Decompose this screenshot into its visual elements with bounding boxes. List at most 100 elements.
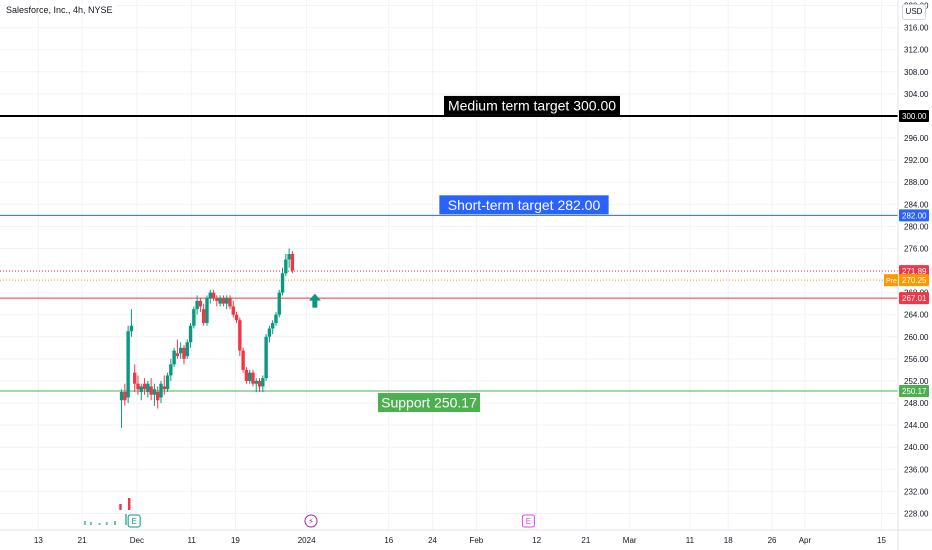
price-axis[interactable]: 228.00 232.00 236.00 240.00 244.00 248.00 252.… xyxy=(884,0,929,550)
price-line-axis-label: 270.25 xyxy=(902,276,927,285)
level-axis-label-bg xyxy=(899,385,929,398)
candle-body xyxy=(215,298,219,301)
symbol-title: Salesforce, Inc., 4h, NYSE xyxy=(6,5,116,15)
time-tick-label: Dec xyxy=(130,536,144,545)
time-tick-label: Feb xyxy=(469,536,483,545)
candle-body xyxy=(169,364,173,376)
level-annotation-bg xyxy=(444,95,620,115)
candle-body xyxy=(149,386,153,395)
time-tick-label: 16 xyxy=(384,536,393,545)
time-tick-label: 21 xyxy=(78,536,87,545)
time-axis[interactable]: 13 21 Dec 11 19 2024 16 24 Feb 12 21 Mar 11 18 26 Apr 15 xyxy=(0,529,932,545)
earnings-event-icon xyxy=(127,514,141,528)
price-line-axis-label-bg xyxy=(899,265,929,278)
candle-body xyxy=(277,292,281,315)
time-tick-label: 12 xyxy=(532,536,541,545)
candle-body xyxy=(284,259,288,274)
time-tick-label: 26 xyxy=(768,536,777,545)
time-tick-label: 21 xyxy=(581,536,590,545)
candle-body xyxy=(228,298,232,307)
candle-body xyxy=(270,322,275,329)
price-tick-label: 228.00 xyxy=(904,509,929,518)
price-tick-label: 244.00 xyxy=(904,421,929,430)
price-tick-label: 276.00 xyxy=(904,244,929,253)
candle-body xyxy=(264,336,268,379)
level-axis-label: 282.00 xyxy=(902,211,927,220)
price-tick-label: 308.00 xyxy=(904,68,929,77)
price-tick-label: 296.00 xyxy=(904,134,929,143)
resistance-axis-label-bg xyxy=(899,292,929,305)
earnings-event-glyph: E xyxy=(131,517,136,526)
chart-grid xyxy=(0,0,898,530)
candle-body xyxy=(221,298,226,304)
candle-body xyxy=(182,347,186,359)
price-tick-label: 280.00 xyxy=(904,222,929,231)
candle-body xyxy=(162,386,166,390)
time-tick-label: 19 xyxy=(231,536,240,545)
price-tick-label: 264.00 xyxy=(904,311,929,320)
candle-body xyxy=(290,253,295,271)
candle-body xyxy=(175,353,180,357)
earnings-event-icon xyxy=(521,514,535,528)
volume-bar xyxy=(128,498,131,510)
candle-body xyxy=(287,253,291,260)
candle-body xyxy=(192,309,196,326)
candle-body xyxy=(267,328,272,337)
candle-body xyxy=(146,383,150,392)
price-tick-label: 256.00 xyxy=(904,355,929,364)
price-tick-label: 260.00 xyxy=(904,333,929,342)
level-axis-label: 300.00 xyxy=(902,112,927,121)
price-tick-label: 236.00 xyxy=(904,465,929,474)
price-tick-label: 292.00 xyxy=(904,156,929,165)
volume-bar xyxy=(89,522,92,525)
candle-body xyxy=(211,292,216,299)
candle-body xyxy=(208,292,212,299)
candle-body xyxy=(139,386,143,392)
candle-body xyxy=(280,273,285,293)
candle-body xyxy=(129,325,134,332)
session-tag-bg xyxy=(884,274,898,287)
candlestick-series xyxy=(119,248,295,428)
volume-bar xyxy=(83,521,86,525)
candle-body xyxy=(201,309,206,323)
candle-body xyxy=(142,383,147,390)
level-lines xyxy=(0,114,898,392)
candle-body xyxy=(231,306,235,315)
candle-body xyxy=(261,378,265,387)
time-tick-label: 18 xyxy=(724,536,733,545)
candle-body xyxy=(155,391,160,401)
candle-body xyxy=(205,298,209,323)
level-annotation-label: Short-term target 282.00 xyxy=(448,197,601,213)
time-tick-label: Mar xyxy=(623,536,637,545)
price-tick-label: 240.00 xyxy=(904,443,929,452)
candle-body xyxy=(241,350,245,370)
price-tick-label: 284.00 xyxy=(904,200,929,209)
candle-body xyxy=(244,369,249,381)
candle-body xyxy=(238,320,242,351)
price-tick-label: 248.00 xyxy=(904,399,929,408)
level-axis-label: 250.17 xyxy=(902,387,927,396)
resistance-axis-label: 267.01 xyxy=(902,294,927,303)
volume-bar xyxy=(98,523,101,525)
price-line-axis-label: 271.89 xyxy=(902,267,927,276)
price-tick-label: 232.00 xyxy=(904,487,929,496)
candle-body xyxy=(123,391,127,401)
time-tick-label: Apr xyxy=(799,536,812,545)
candle-body xyxy=(218,298,222,304)
level-annotation-label: Medium term target 300.00 xyxy=(448,97,616,113)
price-tick-label: 312.00 xyxy=(904,46,929,55)
candle-body xyxy=(195,300,199,310)
price-tick-label: 316.00 xyxy=(904,24,929,33)
up-arrow-icon xyxy=(308,293,321,308)
chart-annotations: Medium term target 300.00 Short-term targ… xyxy=(83,95,620,528)
candle-body xyxy=(126,331,130,398)
price-tick-label: 288.00 xyxy=(904,178,929,187)
level-axis-label-bg xyxy=(899,209,929,222)
level-annotation-bg xyxy=(377,393,481,413)
candle-body xyxy=(178,347,183,354)
currency-button[interactable]: USD xyxy=(902,4,926,20)
volume-bar xyxy=(113,521,116,525)
price-tick-label: 304.00 xyxy=(904,90,929,99)
candle-body xyxy=(274,314,278,323)
